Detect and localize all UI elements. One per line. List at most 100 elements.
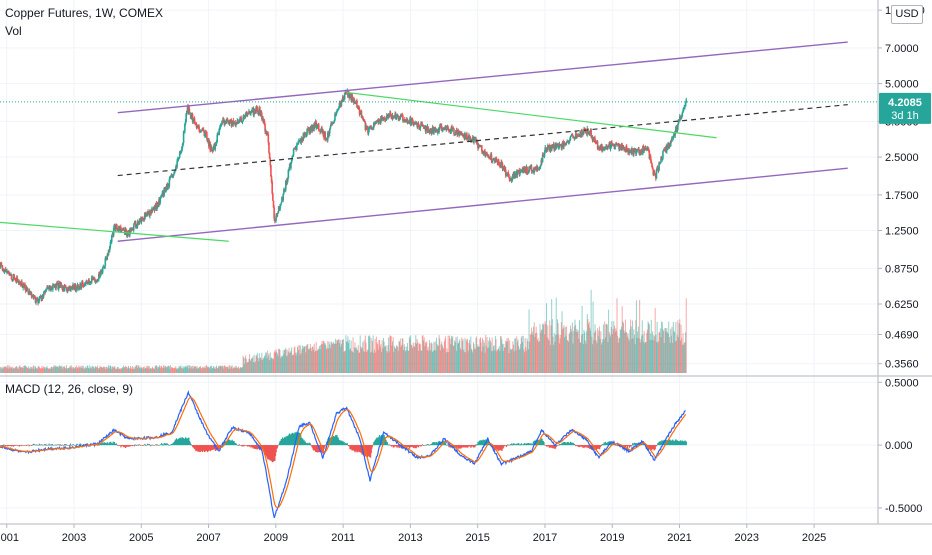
macd-histogram-bar: [371, 445, 374, 447]
price-candle: [190, 114, 193, 119]
macd-histogram-bar: [555, 445, 557, 449]
volume-bar: [459, 348, 461, 373]
macd-histogram-bar: [448, 445, 451, 448]
macd-histogram-bar: [109, 441, 112, 446]
volume-bar: [9, 367, 11, 373]
volume-bar: [538, 341, 540, 373]
price-candle: [402, 115, 404, 121]
macd-histogram-bar: [445, 442, 447, 446]
volume-bar: [67, 368, 69, 373]
volume-bar: [379, 346, 381, 373]
macd-histogram-bar: [199, 445, 201, 452]
price-candle: [650, 160, 653, 163]
macd-histogram-bar: [535, 439, 537, 446]
macd-histogram-bar: [386, 441, 388, 446]
volume-bar: [387, 345, 389, 373]
volume-bar: [333, 343, 335, 373]
price-candle: [596, 141, 599, 149]
volume-bar: [555, 297, 557, 373]
price-candle: [684, 106, 686, 108]
volume-bar: [677, 320, 679, 373]
macd-histogram-bar: [569, 442, 571, 446]
volume-bar: [42, 368, 44, 373]
volume-bar: [261, 352, 263, 373]
macd-histogram-bar: [20, 445, 22, 446]
price-candle: [233, 123, 235, 125]
price-candle: [167, 185, 170, 187]
volume-bar: [465, 339, 467, 373]
volume-bar: [194, 366, 196, 373]
volume-bar: [274, 352, 276, 373]
price-candle: [349, 94, 351, 99]
price-candle: [524, 167, 526, 172]
macd-label[interactable]: MACD (12, 26, close, 9): [5, 382, 134, 396]
macd-histogram-bar: [122, 445, 124, 447]
macd-histogram-bar: [356, 445, 358, 453]
macd-histogram-bar: [192, 445, 194, 448]
macd-histogram-bar: [566, 443, 568, 446]
volume-bar: [304, 346, 306, 373]
price-candle: [2, 268, 5, 273]
macd-histogram-bar: [304, 441, 306, 446]
volume-bar: [396, 345, 398, 373]
volume-bar: [589, 330, 591, 373]
volume-bar: [210, 365, 212, 373]
macd-histogram-bar: [109, 443, 111, 446]
macd-histogram-bar: [315, 445, 317, 453]
price-candle: [140, 217, 143, 223]
macd-histogram-bar: [242, 444, 244, 446]
chart-title[interactable]: Copper Futures, 1W, COMEX: [5, 6, 164, 20]
macd-histogram-bar: [152, 445, 154, 446]
price-candle: [335, 112, 338, 116]
volume-bar: [346, 341, 348, 373]
price-candle: [212, 146, 215, 151]
volume-bar: [437, 345, 439, 373]
volume-bar: [621, 306, 623, 373]
volume-bars: [0, 289, 687, 373]
volume-bar: [680, 324, 682, 373]
macd-histogram-bar: [569, 441, 572, 446]
macd-histogram-bar: [31, 445, 33, 446]
volume-bar: [485, 335, 487, 373]
macd-histogram-bar: [285, 436, 287, 446]
macd-histogram-bar: [390, 445, 392, 446]
volume-bar: [623, 330, 625, 373]
macd-histogram-bar: [5, 445, 8, 446]
price-candle: [573, 137, 576, 139]
volume-bar: [240, 367, 242, 373]
macd-histogram-bar: [632, 444, 634, 446]
volume-bar: [370, 352, 372, 373]
currency-unit-badge[interactable]: USD: [891, 5, 923, 24]
price-candle: [565, 142, 568, 144]
macd-histogram-bar: [430, 444, 433, 446]
volume-bar: [245, 355, 247, 373]
macd-histogram-bar: [328, 437, 330, 446]
volume-bar: [224, 365, 226, 373]
macd-histogram-bar: [610, 441, 612, 446]
volume-bar: [461, 341, 463, 373]
price-candle: [378, 119, 381, 121]
price-candle: [221, 121, 224, 123]
volume-bar: [664, 328, 666, 373]
volume-bar: [180, 365, 182, 373]
price-candle: [557, 146, 560, 149]
price-candle: [652, 169, 655, 175]
macd-histogram-bar: [40, 444, 42, 446]
macd-histogram-bar: [397, 445, 400, 448]
macd-histogram-bar: [544, 445, 546, 446]
volume-bar: [675, 321, 677, 373]
macd-histogram-bar: [624, 445, 627, 448]
volume-bar: [480, 337, 482, 373]
macd-histogram-bar: [47, 444, 50, 446]
macd-histogram-bar: [229, 440, 231, 446]
macd-histogram-bar: [169, 444, 171, 446]
volume-bar: [112, 366, 114, 373]
volume-bar: [106, 366, 108, 373]
price-candle: [97, 279, 99, 281]
volume-bar: [518, 349, 520, 373]
volume-bar: [294, 352, 296, 373]
macd-histogram-bar: [674, 439, 676, 446]
volume-bar: [219, 365, 221, 373]
